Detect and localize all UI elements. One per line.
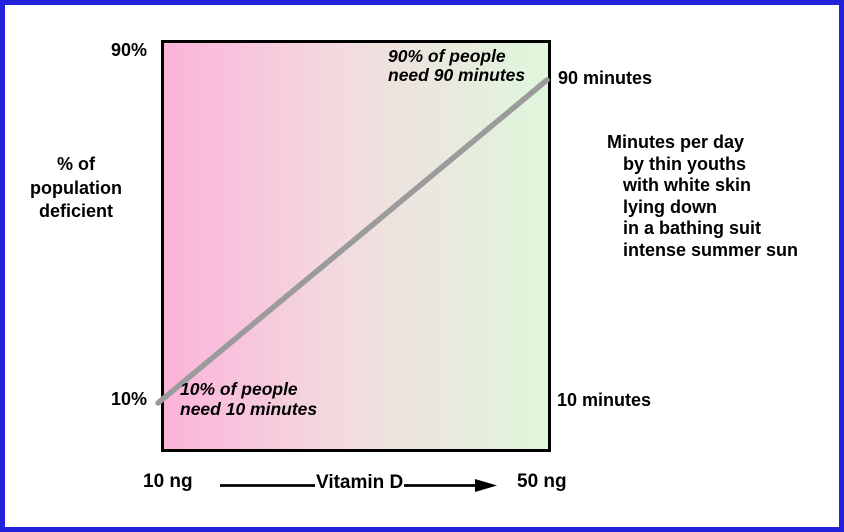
note-line: in a bathing suit <box>623 218 761 238</box>
y-axis-tick-90pct: 90% <box>110 40 147 60</box>
right-axis-context-note: Minutes per day by thin youths with whit… <box>607 132 798 261</box>
note-line: intense summer sun <box>623 239 799 260</box>
y-axis-tick-10pct: 10% <box>110 389 147 409</box>
y-axis-title: % of population deficient <box>30 154 122 221</box>
note-line: lying down <box>623 196 717 217</box>
x-axis-arrowhead-icon <box>475 479 497 492</box>
note-line: Minutes per day <box>607 132 745 152</box>
right-axis-tick-90-minutes: 90 minutes <box>558 68 653 88</box>
note-line: with white skin <box>623 175 752 195</box>
x-axis-tick-10ng: 10 ng <box>143 471 193 492</box>
x-axis-title: Vitamin D <box>316 472 404 493</box>
annotation-10pct-need-10-minutes: 10% of people need 10 minutes <box>180 379 318 419</box>
annotation-90pct-need-90-minutes: 90% of people need 90 minutes <box>388 46 526 85</box>
right-axis-tick-10-minutes: 10 minutes <box>557 390 652 410</box>
x-axis-tick-50ng: 50 ng <box>517 471 567 492</box>
note-line: by thin youths <box>623 153 746 174</box>
